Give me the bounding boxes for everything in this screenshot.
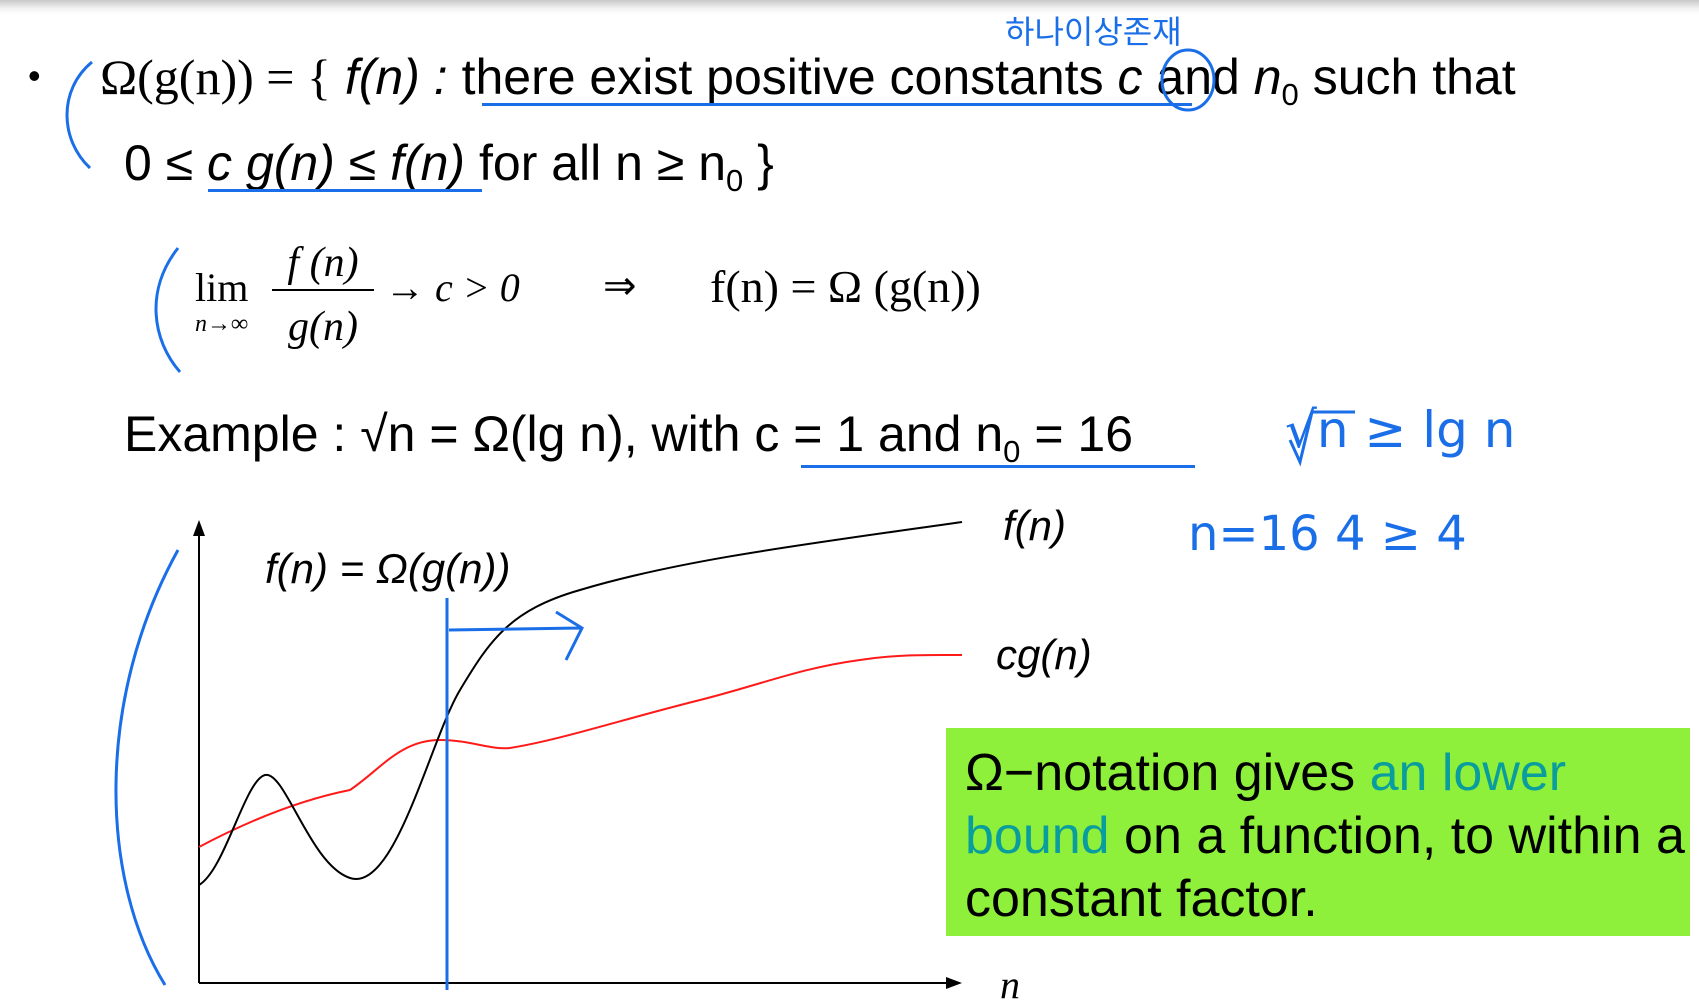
underline-example xyxy=(801,465,1195,468)
cg-leq-f: c g(n) ≤ f(n) xyxy=(207,135,466,191)
definition-line-2: 0 ≤ c g(n) ≤ f(n) for all n ≥ n0 } xyxy=(124,135,774,196)
n0-var: n xyxy=(1253,49,1282,105)
and-text: and xyxy=(1156,49,1240,105)
lim-subscript: n→∞ xyxy=(195,311,249,337)
underline-inequality xyxy=(208,189,482,192)
omega-lhs: Ω(g(n)) = { xyxy=(100,49,331,105)
korean-note: 하나이상존재 xyxy=(1005,13,1182,51)
fraction-bar xyxy=(272,289,374,291)
x-axis-arrow xyxy=(946,977,962,989)
fraction-denominator: g(n) xyxy=(288,304,358,350)
f-of-n: f(n) : xyxy=(344,49,448,105)
graph-title: f(n) = Ω(g(n)) xyxy=(265,545,511,592)
callout-box xyxy=(946,728,1690,936)
y-axis-arrow xyxy=(193,520,205,536)
example-tail: = 16 xyxy=(1034,406,1134,462)
paren-definition-stroke xyxy=(65,60,93,170)
cg-curve-label: cg(n) xyxy=(996,631,1092,678)
cg-curve xyxy=(198,653,963,848)
radical-stroke xyxy=(1288,410,1355,467)
example-sub: 0 xyxy=(1003,433,1021,469)
f-curve-label: f(n) xyxy=(1003,502,1066,549)
x-axis-label: n xyxy=(1000,962,1020,1007)
limit-result: f(n) = Ω (g(n)) xyxy=(710,261,981,312)
n0-arrow-stroke xyxy=(448,610,584,661)
constant-c: c xyxy=(1117,49,1143,105)
bullet: • xyxy=(28,55,41,96)
callout-text: Ω−notation gives an lower bound on a fun… xyxy=(965,742,1685,931)
fraction-numerator: f (n) xyxy=(287,240,359,286)
line2-sub: 0 xyxy=(726,162,744,198)
callout-part1: Ω−notation gives xyxy=(965,744,1370,802)
n0-sub: 0 xyxy=(1281,76,1299,112)
definition-line-1: Ω(g(n)) = { f(n) : there exist positive … xyxy=(100,49,1516,110)
circle-c-stroke xyxy=(1160,48,1216,112)
f-curve xyxy=(198,521,963,886)
close-brace: } xyxy=(757,135,774,191)
underline-exist xyxy=(482,103,1192,106)
lim-label: lim xyxy=(195,265,249,310)
exist-phrase: there exist positive constants xyxy=(461,49,1104,105)
implies-arrow: ⇒ xyxy=(603,263,637,308)
paren-graph-stroke xyxy=(114,549,180,986)
window-top-edge xyxy=(0,0,1699,14)
example-line: Example : √n = Ω(lg n), with c = 1 and n… xyxy=(124,406,1134,467)
check-note: n=16 4 ≥ 4 xyxy=(1188,506,1467,562)
callout-highlight: an lower bound xyxy=(965,744,1567,865)
example-constants: c = 1 and n xyxy=(754,406,1004,462)
callout-part2: on a function, to within a constant fact… xyxy=(965,807,1685,928)
for-all-n: for all n ≥ n xyxy=(479,135,726,191)
example-prefix: Example : √n = Ω(lg n), with xyxy=(124,406,741,462)
such-that-text: such that xyxy=(1312,49,1516,105)
paren-limit-stroke xyxy=(154,247,182,373)
arrow-c: → c > 0 xyxy=(385,265,520,310)
zero-leq: 0 ≤ xyxy=(124,135,194,191)
